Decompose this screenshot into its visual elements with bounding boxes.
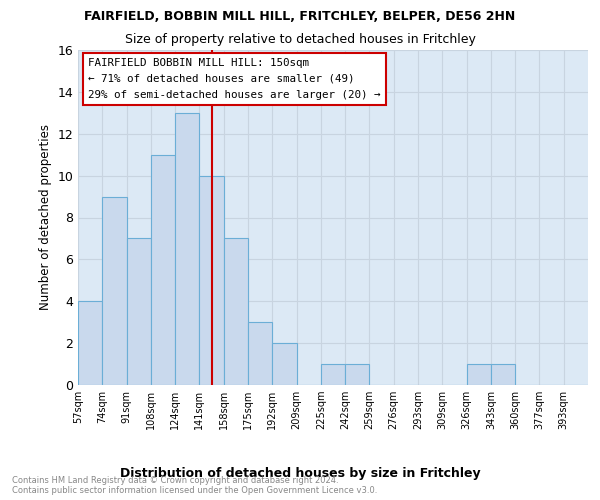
Bar: [272, 343, 296, 385]
Bar: [467, 364, 491, 385]
Text: Contains HM Land Registry data © Crown copyright and database right 2024.
Contai: Contains HM Land Registry data © Crown c…: [12, 476, 377, 495]
Bar: [248, 322, 272, 385]
Bar: [345, 364, 370, 385]
Bar: [491, 364, 515, 385]
Bar: [175, 113, 199, 385]
Bar: [199, 176, 224, 385]
Bar: [151, 154, 175, 385]
Bar: [321, 364, 345, 385]
Text: FAIRFIELD, BOBBIN MILL HILL, FRITCHLEY, BELPER, DE56 2HN: FAIRFIELD, BOBBIN MILL HILL, FRITCHLEY, …: [85, 10, 515, 23]
Bar: [102, 196, 127, 385]
Bar: [127, 238, 151, 385]
Text: Distribution of detached houses by size in Fritchley: Distribution of detached houses by size …: [119, 468, 481, 480]
Text: FAIRFIELD BOBBIN MILL HILL: 150sqm
← 71% of detached houses are smaller (49)
29%: FAIRFIELD BOBBIN MILL HILL: 150sqm ← 71%…: [88, 58, 381, 100]
Bar: [224, 238, 248, 385]
Bar: [78, 301, 102, 385]
Y-axis label: Number of detached properties: Number of detached properties: [39, 124, 52, 310]
Text: Size of property relative to detached houses in Fritchley: Size of property relative to detached ho…: [125, 32, 475, 46]
